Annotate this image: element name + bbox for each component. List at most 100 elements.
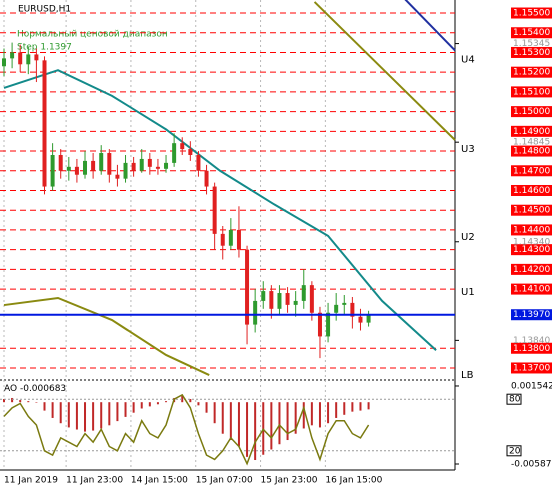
x-tick-label: 14 Jan 15:00	[131, 476, 188, 486]
candle-body	[26, 54, 31, 65]
level-mark: U3	[461, 144, 475, 155]
chart-subtitle: Нормальный ценовой диапазон	[17, 30, 168, 40]
x-tick-label: 11 Jan 2019	[4, 476, 58, 486]
candle-body	[147, 158, 152, 167]
candle-body	[350, 302, 355, 317]
y-tick-label: 1.13840	[513, 336, 550, 346]
ao-bar	[11, 397, 14, 403]
price-label-box	[511, 86, 552, 98]
price-label-box	[511, 263, 552, 275]
y-tick-label: 1.14400	[513, 225, 550, 235]
ao-bar	[35, 402, 38, 403]
ao-bar	[108, 402, 111, 426]
ao-bar	[181, 395, 184, 403]
ao-bar	[286, 402, 289, 441]
indicator-name: AO	[4, 384, 17, 394]
candle-body	[50, 154, 55, 187]
candle-body	[115, 174, 120, 179]
ao-bar	[197, 402, 200, 406]
candle-body	[317, 312, 322, 337]
candle-body	[18, 52, 23, 65]
level-box	[506, 445, 522, 457]
x-tick-label: 11 Jan 23:00	[66, 476, 123, 486]
x-tick-label: 15 Jan 23:00	[261, 476, 318, 486]
candle-body	[58, 154, 63, 171]
ao-bar	[343, 402, 346, 415]
y-tick-label: 1.14300	[513, 245, 550, 255]
candle-body	[172, 143, 177, 163]
y-tick-label: 1.14340	[513, 237, 550, 247]
price-label-box	[511, 106, 552, 118]
ao-bar	[278, 402, 281, 445]
candle-body	[196, 154, 201, 171]
ao-bar	[132, 402, 135, 413]
candle-body	[34, 54, 39, 61]
y-tick-label: 1.14800	[513, 147, 550, 157]
y-tick-label: 1.15400	[513, 28, 550, 38]
overlay-line	[313, 1, 456, 141]
candle-body	[42, 60, 47, 187]
ao-bar	[359, 402, 362, 411]
ao-bar	[302, 402, 305, 429]
candle-body	[1, 58, 6, 67]
candle-body	[188, 149, 193, 155]
ao-bar	[148, 402, 151, 407]
candle-body	[309, 285, 314, 313]
y-tick-label: 1.13700	[513, 363, 550, 373]
price-label-box	[511, 309, 552, 321]
y-tick-label: 1.15300	[513, 48, 550, 58]
x-tick-label: 16 Jan 15:00	[325, 476, 382, 486]
y-tick-label: 1.15345	[513, 39, 550, 49]
ao-bar	[59, 402, 62, 424]
ao-bar	[100, 402, 103, 429]
candle-body	[220, 233, 225, 246]
indicator-title: AO -0.000683	[4, 384, 66, 394]
ao-bar	[84, 402, 87, 432]
candle-body	[366, 314, 371, 323]
price-label-box	[511, 342, 552, 354]
price-label-box	[511, 244, 552, 256]
candle-body	[155, 166, 160, 169]
ao-bar	[327, 402, 330, 424]
indicator-value: -0.000683	[20, 384, 66, 394]
level-mark: U2	[461, 232, 475, 243]
price-label-box	[511, 66, 552, 78]
candle-body	[236, 229, 241, 250]
y-tick-label: 1.14500	[513, 206, 550, 216]
y-tick-label: 1.14200	[513, 265, 550, 275]
candle-body	[204, 170, 209, 187]
ao-bar	[92, 402, 95, 431]
price-label-box	[511, 204, 552, 216]
price-label-box	[511, 46, 552, 58]
ao-bar	[335, 402, 338, 418]
y-tick-label: 1.14100	[513, 285, 550, 295]
ao-bar	[43, 402, 46, 411]
candle-body	[228, 229, 233, 246]
chart-note: Step 1.1397	[17, 43, 72, 53]
price-label-box	[511, 165, 552, 177]
overlay-line	[404, 0, 456, 52]
candle-body	[123, 162, 128, 179]
candle-body	[212, 186, 217, 234]
candle-body	[180, 143, 185, 150]
ao-bar	[140, 402, 143, 409]
ao-bar	[116, 402, 119, 422]
ao-bar	[75, 402, 78, 430]
ao-bar	[294, 402, 297, 434]
ao-bar	[237, 402, 240, 447]
level-mark: LB	[461, 370, 474, 381]
current-price-label: 1.13970	[513, 310, 550, 320]
candle-body	[131, 162, 136, 171]
ao-bar	[2, 399, 5, 403]
price-label-box	[511, 283, 552, 295]
price-label-box	[511, 27, 552, 39]
ao-bar	[246, 402, 249, 457]
level-mark: U4	[461, 54, 475, 65]
candle-body	[301, 285, 306, 301]
y-tick-label: 1.15000	[513, 107, 550, 117]
candle-body	[277, 293, 282, 309]
price-label-box	[511, 145, 552, 157]
ao-bar	[310, 402, 313, 426]
level-box	[506, 393, 522, 405]
